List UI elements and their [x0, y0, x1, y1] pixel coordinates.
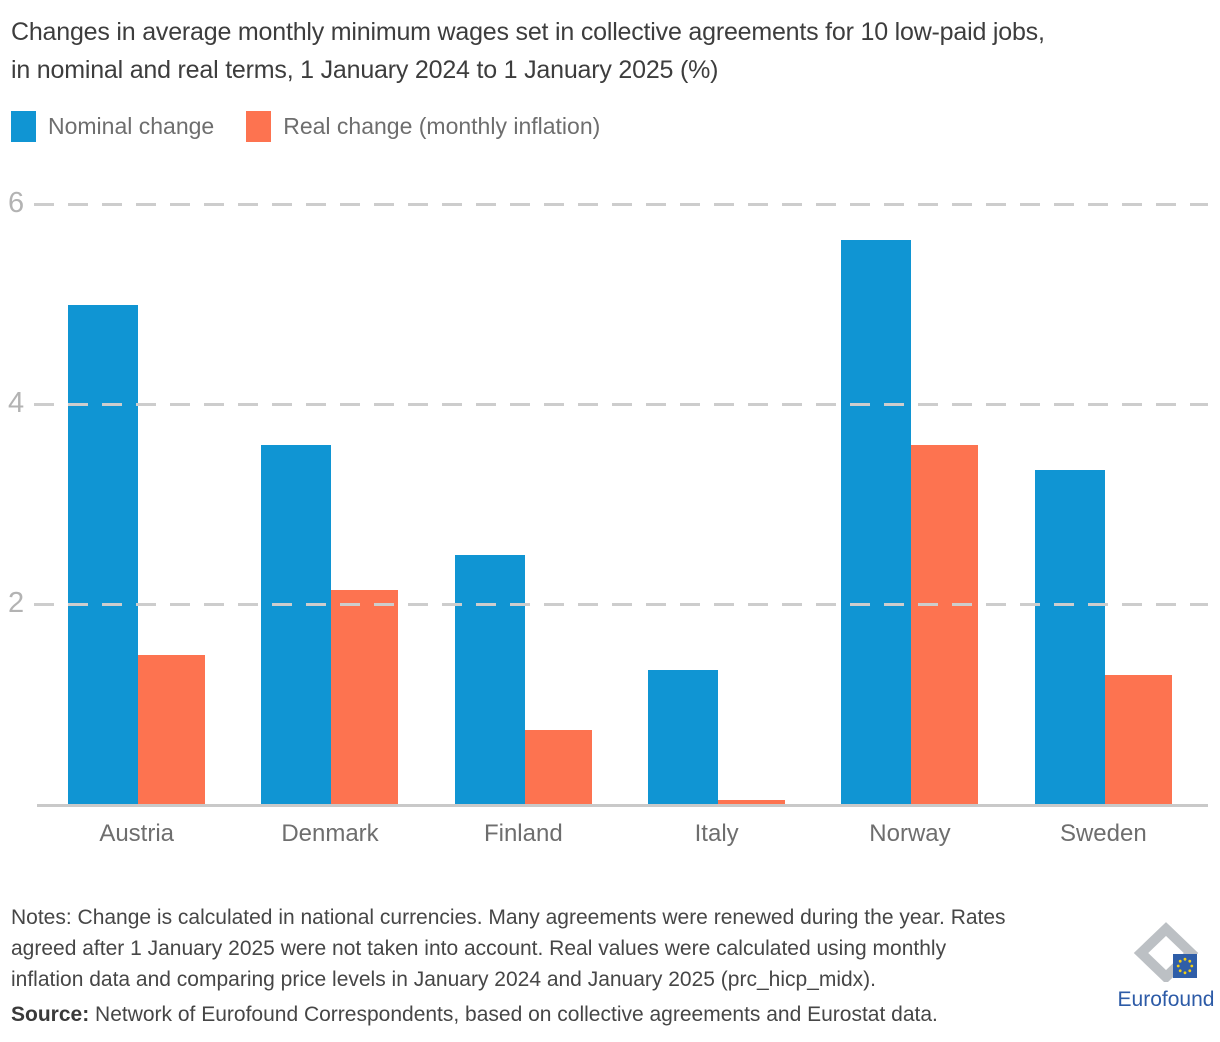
bar-group-norway: [813, 240, 1006, 805]
source-text: Source: Network of Eurofound Corresponde…: [11, 1003, 1096, 1027]
chart-title: Changes in average monthly minimum wages…: [11, 18, 1045, 84]
logo-ribbon-shape: [1133, 922, 1199, 984]
legend-label-0: Nominal change: [48, 113, 215, 139]
bar-real-finland: [524, 730, 592, 805]
y-tick-label-4: 4: [8, 387, 25, 419]
eu-flag-stars: [1176, 957, 1194, 975]
legend-label-1: Real change (monthly inflation): [283, 113, 601, 139]
bar-group-italy: [620, 670, 813, 805]
gridline-6: [34, 203, 1208, 206]
legend-swatch-0: [11, 111, 36, 142]
bar-group-sweden: [1007, 470, 1200, 805]
x-axis-line: [37, 804, 1208, 807]
bar-groups: [40, 185, 1200, 805]
bar-real-sweden: [1104, 675, 1172, 805]
bar-real-denmark: [331, 590, 399, 805]
bar-nominal-finland: [454, 555, 525, 805]
bar-nominal-italy: [648, 670, 719, 805]
eurofound-logo: Eurofound: [1114, 922, 1218, 1012]
bar-real-austria: [138, 655, 206, 805]
x-axis-labels: Austria Denmark Finland Italy Norway Sweden: [40, 820, 1200, 848]
bar-group-denmark: [233, 445, 426, 805]
x-axis-label-finland: Finland: [483, 820, 563, 847]
legend-item-0: Nominal change: [11, 111, 214, 142]
bar-nominal-denmark: [261, 445, 332, 805]
eurofound-logo-mark: [1133, 922, 1199, 984]
bar-nominal-austria: [68, 305, 139, 805]
notes-text: Notes: Change is calculated in national …: [11, 906, 1006, 991]
x-axis-label-italy: Italy: [694, 820, 739, 847]
gridline-4: [34, 403, 1208, 406]
legend-swatch-1: [246, 111, 272, 142]
x-axis-label-denmark: Denmark: [281, 820, 379, 847]
source-body: Network of Eurofound Correspondents, bas…: [89, 1003, 938, 1026]
eu-flag-square: [1173, 954, 1197, 978]
legend-item-1: Real change (monthly inflation): [246, 111, 600, 142]
bar-real-italy: [718, 800, 786, 805]
y-tick-label-2: 2: [8, 587, 25, 619]
bar-group-austria: [40, 305, 233, 805]
bar-nominal-norway: [841, 240, 912, 805]
plot-area: [34, 185, 1208, 807]
gridline-2: [34, 603, 1208, 606]
bar-nominal-sweden: [1034, 470, 1105, 805]
bar-real-norway: [911, 445, 979, 805]
legend: Nominal change Real change (monthly infla…: [11, 111, 600, 142]
bar-group-finland: [427, 555, 620, 805]
x-axis-label-austria: Austria: [99, 820, 175, 847]
eurofound-wordmark: Eurofound: [1117, 988, 1215, 1011]
x-axis-label-sweden: Sweden: [1059, 820, 1147, 847]
x-axis-label-norway: Norway: [869, 820, 951, 847]
y-tick-label-6: 6: [8, 187, 25, 219]
source-label: Source:: [11, 1003, 90, 1026]
